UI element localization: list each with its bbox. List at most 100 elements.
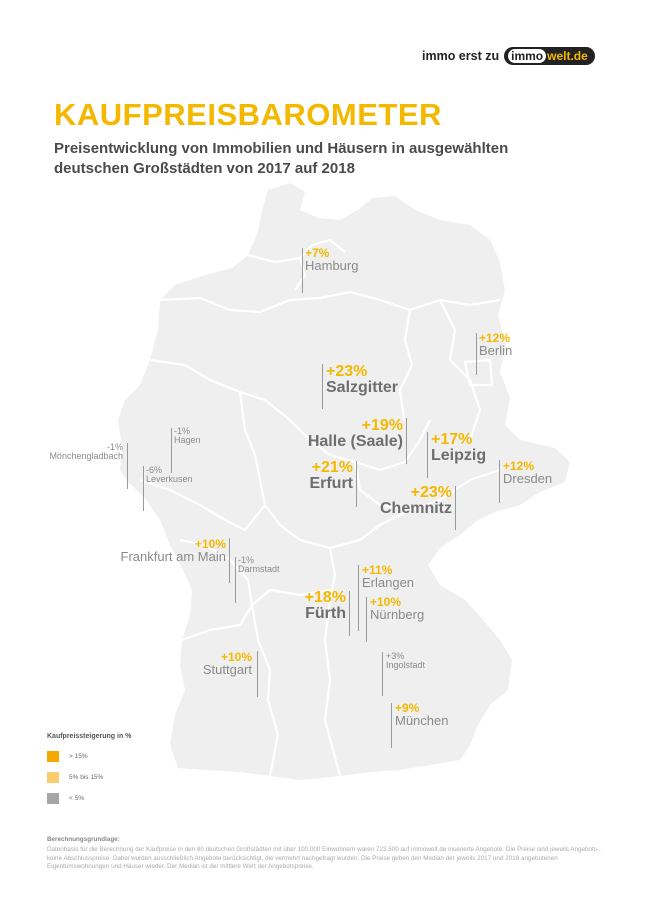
city-marker-line	[302, 248, 303, 293]
city-pct: +10%	[220, 650, 252, 664]
city-pct: +7%	[305, 246, 330, 260]
page-subtitle: Preisentwicklung von Immobilien und Häus…	[54, 140, 509, 177]
city-marker-line	[127, 443, 128, 489]
city-pct: +12%	[479, 331, 511, 345]
city-name: Berlin	[479, 343, 513, 358]
legend-swatch-high	[47, 751, 59, 762]
city-pct: -1%	[174, 426, 191, 436]
city-label-salzgitter: +23% Salzgitter	[326, 364, 398, 397]
city-marker-line	[356, 461, 357, 507]
brand-logo-welt: welt.de	[547, 49, 588, 63]
city-label-fuerth: +18% Fürth	[305, 590, 346, 623]
city-name: Nürnberg	[370, 607, 425, 622]
page-title: KAUFPREISBAROMETER	[54, 97, 442, 132]
city-marker-line	[366, 597, 367, 642]
city-label-chemnitz: +23% Chemnitz	[380, 485, 452, 518]
city-name: Leipzig	[431, 447, 487, 464]
city-name: München	[395, 713, 449, 728]
city-label-leipzig: +17% Leipzig	[431, 432, 486, 465]
legend-label: > 15%	[69, 753, 88, 760]
city-label-erlangen: +11% Erlangen	[362, 564, 414, 590]
city-name: Halle (Saale)	[307, 433, 403, 450]
city-name: Hamburg	[305, 258, 359, 273]
city-label-stuttgart: +10% Stuttgart	[203, 651, 252, 677]
city-marker-line	[349, 591, 350, 636]
legend-label: < 5%	[69, 795, 84, 802]
city-marker-line	[358, 565, 359, 631]
city-marker-line	[382, 652, 383, 696]
state-borders	[139, 238, 501, 777]
legend-item-high: > 15%	[47, 746, 131, 767]
city-pct: +19%	[361, 417, 403, 434]
city-label-leverkusen: -6% Leverkusen	[146, 466, 193, 484]
city-name: Hagen	[174, 435, 201, 445]
city-pct: +9%	[395, 701, 420, 715]
city-pct: +23%	[410, 484, 452, 501]
city-pct: +21%	[311, 459, 353, 476]
city-marker-line	[455, 486, 456, 530]
city-label-dresden: +12% Dresden	[503, 460, 552, 486]
legend-swatch-mid	[47, 772, 59, 783]
city-label-frankfurt: +10% Frankfurt am Main	[121, 538, 226, 564]
city-name: Frankfurt am Main	[120, 549, 226, 564]
city-marker-line	[229, 538, 230, 583]
city-marker-line	[171, 428, 172, 473]
brand-prefix: immo erst zu	[422, 49, 500, 63]
legend-label: 5% bis 15%	[69, 774, 104, 781]
city-label-berlin: +12% Berlin	[479, 332, 512, 358]
city-label-darmstadt: -1% Darmstadt	[238, 556, 280, 574]
city-label-nuernberg: +10% Nürnberg	[370, 596, 424, 622]
city-label-erfurt: +21% Erfurt	[309, 460, 353, 493]
city-name: Dresden	[503, 471, 553, 486]
city-pct: +11%	[362, 563, 393, 577]
city-name: Erfurt	[309, 475, 353, 492]
city-pct: +10%	[370, 595, 402, 609]
city-pct: -1%	[238, 555, 255, 565]
immowelt-logo[interactable]: immo erst zu immo welt.de	[422, 45, 595, 67]
city-name: Mönchengladbach	[49, 451, 123, 461]
city-pct: +12%	[503, 459, 535, 473]
footnote: Berechnungsgrundlage: Datenbasis für die…	[47, 836, 607, 871]
city-marker-line	[427, 432, 428, 478]
city-marker-line	[476, 333, 477, 375]
city-pct: -6%	[146, 465, 163, 475]
city-label-hamburg: +7% Hamburg	[305, 247, 358, 273]
city-name: Salzgitter	[326, 379, 399, 396]
legend-item-low: < 5%	[47, 788, 131, 809]
city-marker-line	[235, 557, 236, 603]
legend-swatch-low	[47, 793, 59, 804]
brand-logo-immo: immo	[508, 49, 547, 63]
city-marker-line	[391, 703, 392, 748]
legend: Kaufpreissteigerung in % > 15% 5% bis 15…	[47, 733, 131, 809]
city-name: Darmstadt	[238, 564, 280, 574]
city-name: Fürth	[305, 605, 346, 622]
city-name: Ingolstadt	[386, 660, 426, 670]
city-name: Erlangen	[362, 575, 415, 590]
city-marker-line	[322, 364, 323, 409]
brand-badge: immo welt.de	[504, 47, 595, 65]
footnote-text: Datenbasis für die Berechnung der Kaufpr…	[47, 846, 601, 870]
city-pct: +23%	[326, 363, 368, 380]
country-outline	[118, 183, 570, 780]
city-label-halle: +19% Halle (Saale)	[308, 418, 403, 451]
city-label-muenchen: +9% München	[395, 702, 448, 728]
city-marker-line	[499, 460, 500, 503]
footnote-heading: Berechnungsgrundlage:	[47, 836, 120, 843]
city-pct: +10%	[194, 537, 226, 551]
city-pct: +18%	[304, 589, 346, 606]
legend-item-mid: 5% bis 15%	[47, 767, 131, 788]
city-name: Leverkusen	[146, 474, 193, 484]
city-name: Chemnitz	[380, 500, 452, 517]
city-label-moenchengladbach: -1% Mönchengladbach	[49, 443, 123, 461]
city-pct: +17%	[431, 431, 473, 448]
city-marker-line	[406, 418, 407, 464]
city-pct: -1%	[106, 442, 123, 452]
city-label-ingolstadt: +3% Ingolstadt	[386, 652, 425, 670]
city-name: Stuttgart	[202, 662, 252, 677]
city-marker-line	[143, 466, 144, 511]
city-marker-line	[257, 651, 258, 697]
city-pct: +3%	[386, 651, 405, 661]
city-label-hagen: -1% Hagen	[174, 427, 201, 445]
legend-title: Kaufpreissteigerung in %	[47, 733, 132, 740]
